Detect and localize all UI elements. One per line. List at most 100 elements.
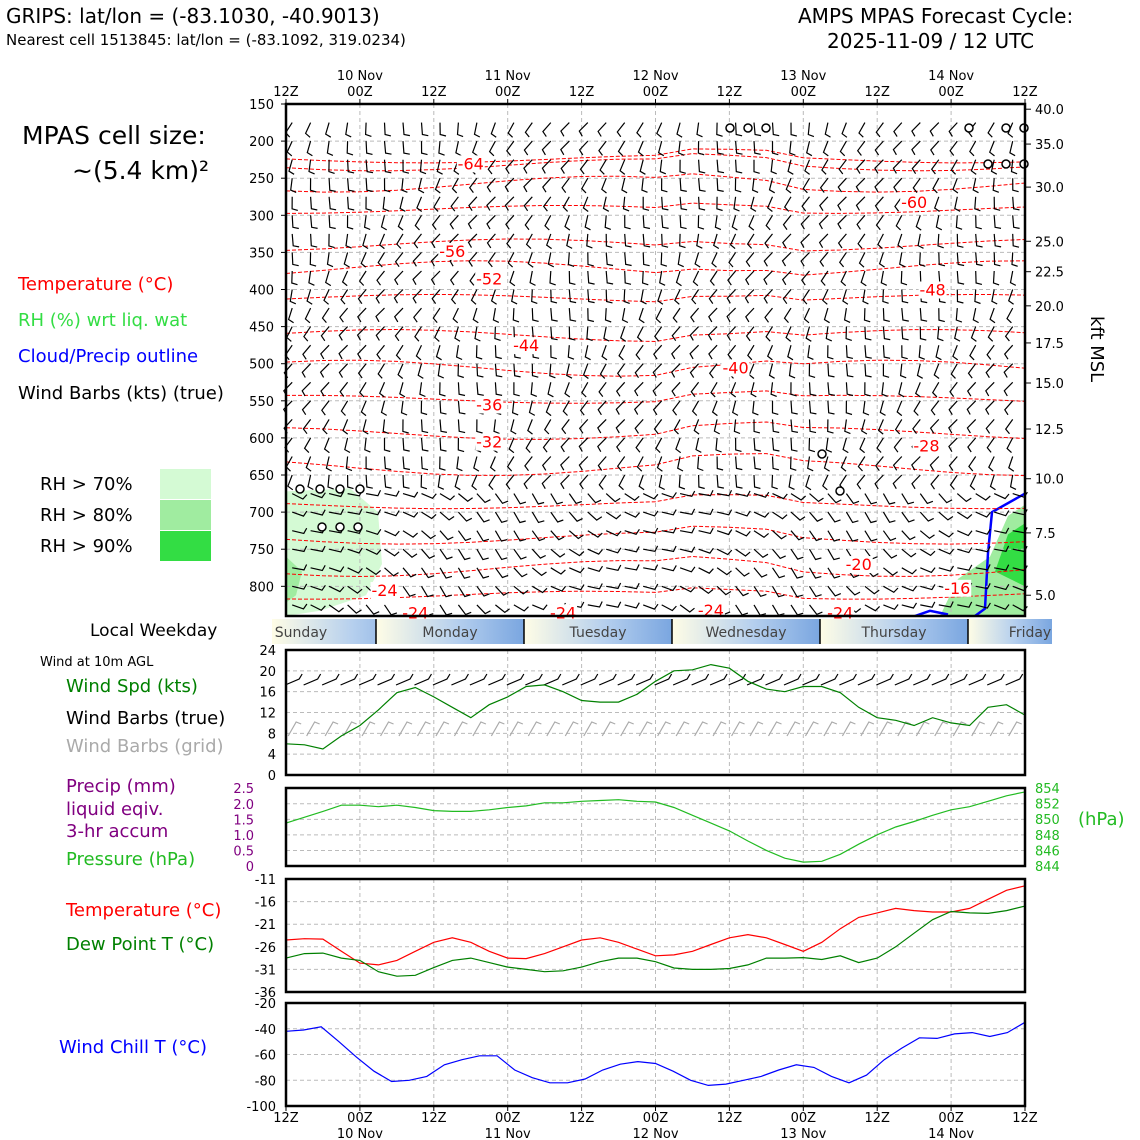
time-tick-label-bottom: 12Z xyxy=(717,1111,743,1126)
wind-barb-grid xyxy=(416,721,431,737)
wind-barb-grid xyxy=(878,721,893,737)
wind-barb xyxy=(882,511,896,523)
wind-barb xyxy=(957,530,973,537)
wind-barb xyxy=(435,345,442,361)
wind-barb xyxy=(328,491,345,498)
wind-barb xyxy=(726,307,737,323)
wind-barb xyxy=(694,252,701,268)
wind-barb xyxy=(597,456,607,471)
wind-barb xyxy=(690,307,700,323)
wind-barb xyxy=(359,381,367,398)
wind-barb xyxy=(901,585,918,592)
wind-barb xyxy=(624,233,632,248)
wind-barb xyxy=(437,474,445,490)
wind-barb xyxy=(532,604,548,611)
wind-barb xyxy=(753,511,770,518)
wind-barb xyxy=(399,196,406,212)
wind-barb xyxy=(948,400,958,416)
temp-panel-frame xyxy=(284,877,1027,994)
wind-barb xyxy=(661,196,669,211)
wind-barb xyxy=(365,567,381,576)
wind-barb xyxy=(898,382,905,398)
wind-barb xyxy=(384,548,400,557)
legend-precip-sub2: 3-hr accum xyxy=(66,821,169,842)
wind-barb xyxy=(524,456,533,472)
wind-barb xyxy=(601,177,607,194)
wind-barb xyxy=(675,437,682,454)
wind-barb xyxy=(624,252,632,267)
wind-barb xyxy=(375,326,385,341)
weekday-band xyxy=(376,619,524,644)
wind-barb xyxy=(948,456,958,471)
legend-precip: Precip (mm) xyxy=(66,776,176,797)
wind-barb xyxy=(882,363,890,378)
wind-barb xyxy=(542,437,552,453)
wind-barb xyxy=(310,565,326,572)
time-tick-label-bottom: 00Z xyxy=(643,1111,669,1126)
wind-barb xyxy=(528,400,536,416)
wind-barb xyxy=(456,122,464,138)
wind-barb xyxy=(716,567,732,576)
wind-barb xyxy=(310,492,326,499)
wind-barb-true xyxy=(876,673,894,686)
rh80-swatch xyxy=(160,500,211,530)
wind-barb xyxy=(384,530,400,537)
wind-barb xyxy=(439,419,448,433)
wind-barb xyxy=(414,214,423,231)
wind-barb xyxy=(842,437,849,454)
wind-barb xyxy=(807,456,814,472)
weekday-label: Friday xyxy=(1009,625,1051,641)
pressure-y-tick-label: 846 xyxy=(1035,844,1060,859)
wind-barb xyxy=(641,270,649,286)
wind-barb xyxy=(301,363,312,378)
wind-barb xyxy=(587,583,603,590)
wind-barb xyxy=(875,122,884,138)
wind-barb xyxy=(356,326,367,341)
wind-barb xyxy=(419,382,426,398)
temperature-contour xyxy=(285,153,1026,172)
temperature-label-bg xyxy=(912,437,941,455)
wind-barb xyxy=(421,567,435,579)
wind-barb xyxy=(1012,196,1020,211)
wind-barb xyxy=(838,159,847,175)
wind-barb xyxy=(800,233,810,248)
wind-barb xyxy=(656,122,663,138)
wind-barb xyxy=(782,214,792,230)
wind-barb xyxy=(475,345,483,360)
wind-barb xyxy=(397,363,404,379)
wind-barb xyxy=(917,233,924,249)
wind-barb-true xyxy=(913,673,931,686)
wind-barb xyxy=(768,178,775,194)
wind-barb xyxy=(845,345,854,359)
wind-barb xyxy=(837,233,847,249)
wind-barb xyxy=(883,585,899,594)
windchill-panel-y-tick-label: -100 xyxy=(246,1100,276,1115)
wind-barb xyxy=(439,437,447,452)
wind-barb xyxy=(735,530,751,537)
precip-y-tick-label: 1.5 xyxy=(233,813,254,828)
wind-barb xyxy=(291,233,300,248)
wind-barb xyxy=(431,233,441,249)
wind-barb-grid xyxy=(583,721,597,737)
wind-barb xyxy=(970,159,977,175)
wind-barb xyxy=(635,437,644,453)
wind-barb xyxy=(437,363,445,379)
wind-barb xyxy=(698,547,714,554)
wind-barb xyxy=(471,140,478,157)
wind-barb xyxy=(550,511,564,523)
wind-barb xyxy=(476,493,491,504)
time-tick-label-bottom: 12Z xyxy=(421,1111,447,1126)
wind-barb xyxy=(568,530,584,540)
wind-barb xyxy=(708,363,718,379)
wind-barb xyxy=(457,363,464,379)
wind-barb xyxy=(957,564,973,571)
calm-wind-circle xyxy=(964,123,974,133)
wind-barb-grid xyxy=(638,721,653,737)
wind-barb xyxy=(652,381,663,397)
wind-barb xyxy=(472,307,479,324)
wind-barb xyxy=(692,270,700,287)
rh70-swatch xyxy=(160,469,211,499)
wind-panel-y-tick-label: 12 xyxy=(259,707,276,722)
wind-barb xyxy=(845,382,854,397)
temperature-contour xyxy=(285,202,1026,214)
